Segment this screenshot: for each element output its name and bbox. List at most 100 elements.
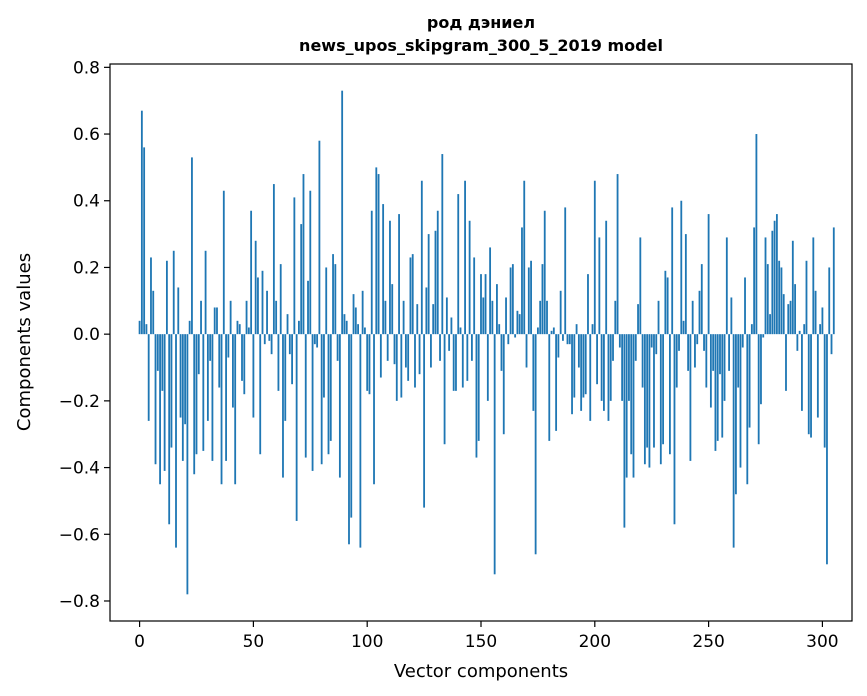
bar [461, 334, 464, 388]
bar [202, 334, 205, 451]
bar [404, 334, 407, 368]
bar [589, 334, 592, 421]
bar [395, 334, 398, 401]
bars-group [138, 90, 835, 595]
bar [168, 334, 171, 525]
bar [188, 320, 191, 335]
bar [564, 207, 567, 335]
bar [730, 297, 733, 335]
y-tick-label: 0.0 [73, 325, 100, 345]
bar [828, 267, 831, 335]
bar [250, 210, 253, 335]
bar [562, 334, 564, 341]
bar [302, 174, 305, 335]
bar [805, 260, 808, 335]
bar [195, 334, 198, 455]
bar [407, 334, 410, 381]
bar [780, 267, 783, 335]
bar [623, 334, 626, 528]
bar [632, 334, 635, 478]
bar [218, 334, 221, 388]
bar [197, 334, 200, 375]
bar [771, 230, 774, 335]
bar [657, 300, 660, 335]
bar [568, 334, 571, 345]
bar [496, 284, 498, 335]
bar [757, 334, 760, 445]
bar [425, 287, 428, 335]
bar [669, 334, 671, 455]
bar [473, 257, 476, 335]
bar [334, 264, 337, 335]
bar [320, 334, 323, 465]
x-tick-label: 100 [351, 632, 383, 652]
bar [452, 334, 455, 391]
bar [607, 334, 610, 421]
bar [582, 334, 585, 398]
bar [370, 210, 373, 335]
x-tick-label: 0 [134, 632, 145, 652]
bar [782, 294, 785, 335]
bar [286, 314, 289, 335]
bar [709, 334, 712, 408]
bar [480, 274, 482, 335]
bar [206, 334, 209, 421]
bar [179, 334, 182, 418]
bar [666, 277, 669, 335]
bar [498, 324, 501, 335]
bar [311, 334, 314, 471]
bar [445, 297, 448, 335]
bar [464, 180, 466, 335]
bar [152, 290, 155, 335]
bar [229, 300, 232, 335]
bar [653, 334, 655, 448]
bar [288, 334, 291, 355]
bar [810, 334, 812, 438]
bar [455, 334, 457, 391]
bar [359, 334, 362, 548]
bar [832, 227, 835, 335]
bar [209, 334, 212, 361]
bar [778, 260, 781, 335]
bar [703, 334, 705, 351]
bar [557, 334, 560, 358]
bar [441, 154, 444, 335]
bar [282, 334, 284, 478]
y-tick-label: 0.4 [73, 192, 100, 212]
bar [671, 207, 674, 335]
bar [329, 334, 332, 441]
bar [411, 254, 414, 335]
bar [814, 290, 817, 335]
y-tick-label: 0.2 [73, 258, 100, 278]
bar [140, 110, 143, 335]
bar [819, 324, 822, 335]
bar [641, 334, 644, 388]
bar [639, 237, 642, 335]
bar [664, 270, 667, 335]
bar [559, 290, 562, 335]
bar [539, 300, 542, 335]
bar [393, 334, 396, 365]
bar [147, 334, 150, 421]
bar [475, 334, 478, 458]
bar [261, 270, 264, 335]
bar [552, 327, 555, 335]
y-tick-label: 0.8 [73, 58, 100, 78]
bar [325, 267, 328, 335]
bar [293, 197, 296, 335]
bar [516, 310, 519, 335]
bar [612, 334, 614, 361]
bar [245, 300, 248, 335]
bar [548, 334, 551, 441]
chart-title-line2: news_upos_skipgram_300_5_2019 model [299, 36, 663, 55]
bar [238, 324, 241, 335]
bar [165, 260, 168, 335]
bar [323, 334, 325, 398]
bar [232, 334, 234, 408]
bar [691, 300, 694, 335]
bar [643, 334, 646, 465]
bar [154, 334, 157, 465]
bar [186, 334, 189, 595]
bar [662, 334, 664, 445]
